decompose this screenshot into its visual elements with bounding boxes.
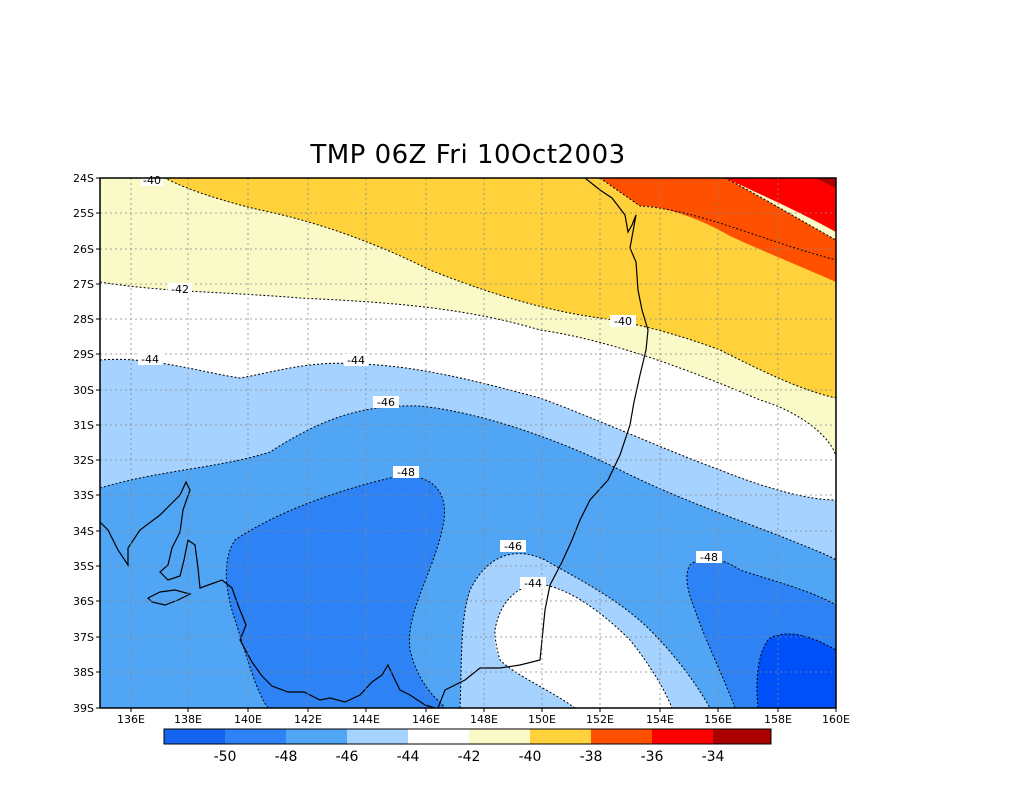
lat-tick-label: 33S (73, 489, 94, 502)
grid-lines (100, 178, 836, 708)
colorbar-swatch (713, 729, 771, 744)
lat-tick-label: 35S (73, 560, 94, 573)
colorbar-swatch (652, 729, 713, 744)
longitude-ticks: 136E 138E 140E 142E 144E 146E 148E 150E … (117, 708, 850, 726)
lat-tick-label: 39S (73, 702, 94, 715)
contour-line-minus-46-center (459, 553, 711, 708)
lat-tick-label: 25S (73, 207, 94, 220)
lat-tick-label: 30S (73, 384, 94, 397)
temperature-shading (100, 178, 836, 708)
lat-tick-label: 31S (73, 419, 94, 432)
kangaroo-island-outline (146, 589, 192, 606)
colorbar-tick-label: -36 (641, 749, 664, 765)
colorbar-swatch (591, 729, 652, 744)
lat-tick-label: 27S (73, 278, 94, 291)
colorbar-frame (163, 728, 772, 745)
contour-label-minus-40-east: -40 (614, 315, 632, 328)
contour-line-minus-50 (756, 633, 836, 708)
contour-line-minus-44 (100, 358, 836, 501)
contour-label-minus-44-west: -44 (141, 353, 159, 366)
lat-tick-label: 36S (73, 595, 94, 608)
contour-line-minus-48-east (686, 558, 836, 708)
lon-tick-label: 152E (586, 713, 614, 726)
lon-tick-label: 142E (294, 713, 322, 726)
colorbar-tick-label: -40 (519, 749, 542, 765)
lat-tick-label: 29S (73, 348, 94, 361)
contour-label-minus-40-top: -40 (143, 174, 161, 187)
lat-tick-label: 37S (73, 631, 94, 644)
contour-label-minus-42: -42 (171, 283, 189, 296)
latitude-ticks: 24S 25S 26S 27S 28S 29S 30S 31S 32S 33S … (73, 172, 100, 715)
band-red (725, 178, 836, 232)
colorbar-tick-label: -48 (275, 749, 298, 765)
contour-label-minus-44-mid: -44 (347, 354, 365, 367)
colorbar-tick-label: -44 (397, 749, 420, 765)
contour-line-minus-40 (100, 178, 836, 399)
colorbar-swatch (469, 729, 530, 744)
contour-label-minus-44-center: -44 (524, 577, 542, 590)
colorbar-tick-label: -34 (702, 749, 725, 765)
lon-tick-label: 156E (704, 713, 732, 726)
colorbar-swatch (225, 729, 286, 744)
contour-line-minus-44-center (494, 584, 673, 708)
lat-tick-label: 34S (73, 525, 94, 538)
colorbar-swatch (408, 729, 469, 744)
lon-tick-label: 154E (646, 713, 674, 726)
plot-frame (99, 177, 837, 709)
colorbar-tick-label: -50 (214, 749, 237, 765)
band-deep-blue (756, 633, 836, 708)
band-yellow (165, 178, 836, 398)
lat-tick-label: 26S (73, 243, 94, 256)
colorbar-tick-label: -42 (458, 749, 481, 765)
colorbar-swatch (286, 729, 347, 744)
colorbar: -50 -48 -46 -44 -42 -40 -38 -36 -34 (163, 728, 772, 765)
lon-tick-label: 138E (174, 713, 202, 726)
contour-label-minus-48-west: -48 (397, 466, 415, 479)
band-orange (600, 178, 836, 282)
band-dark-red (815, 178, 836, 188)
colorbar-swatch (347, 729, 408, 744)
colorbar-swatch (530, 729, 591, 744)
south-coast-line (100, 480, 436, 708)
coastline (100, 178, 649, 708)
colorbar-tick-label: -38 (580, 749, 603, 765)
contour-line-minus-46 (100, 405, 836, 561)
contour-label-minus-46-north: -46 (377, 396, 395, 409)
lat-tick-label: 32S (73, 454, 94, 467)
contour-line-minus-38 (599, 178, 836, 261)
band-blue-west (226, 476, 445, 708)
lat-tick-label: 38S (73, 666, 94, 679)
lon-tick-label: 146E (412, 713, 440, 726)
contour-label-minus-48-east: -48 (700, 551, 718, 564)
map-title: TMP 06Z Fri 10Oct2003 (310, 140, 626, 170)
lon-tick-label: 150E (528, 713, 556, 726)
contour-line-minus-36 (724, 178, 836, 241)
colorbar-tick-label: -46 (336, 749, 359, 765)
lon-tick-label: 160E (822, 713, 850, 726)
lon-tick-label: 144E (352, 713, 380, 726)
colorbar-swatch (164, 729, 225, 744)
contour-label-minus-46-center: -46 (504, 540, 522, 553)
band-white-center (494, 584, 672, 708)
contour-lines (100, 178, 836, 708)
contour-line-minus-48-west (225, 475, 446, 708)
lon-tick-label: 148E (470, 713, 498, 726)
lon-tick-label: 158E (764, 713, 792, 726)
lat-tick-label: 28S (73, 313, 94, 326)
lat-tick-label: 24S (73, 172, 94, 185)
east-coast-line (437, 178, 649, 708)
lon-tick-label: 136E (117, 713, 145, 726)
lon-tick-label: 140E (234, 713, 262, 726)
